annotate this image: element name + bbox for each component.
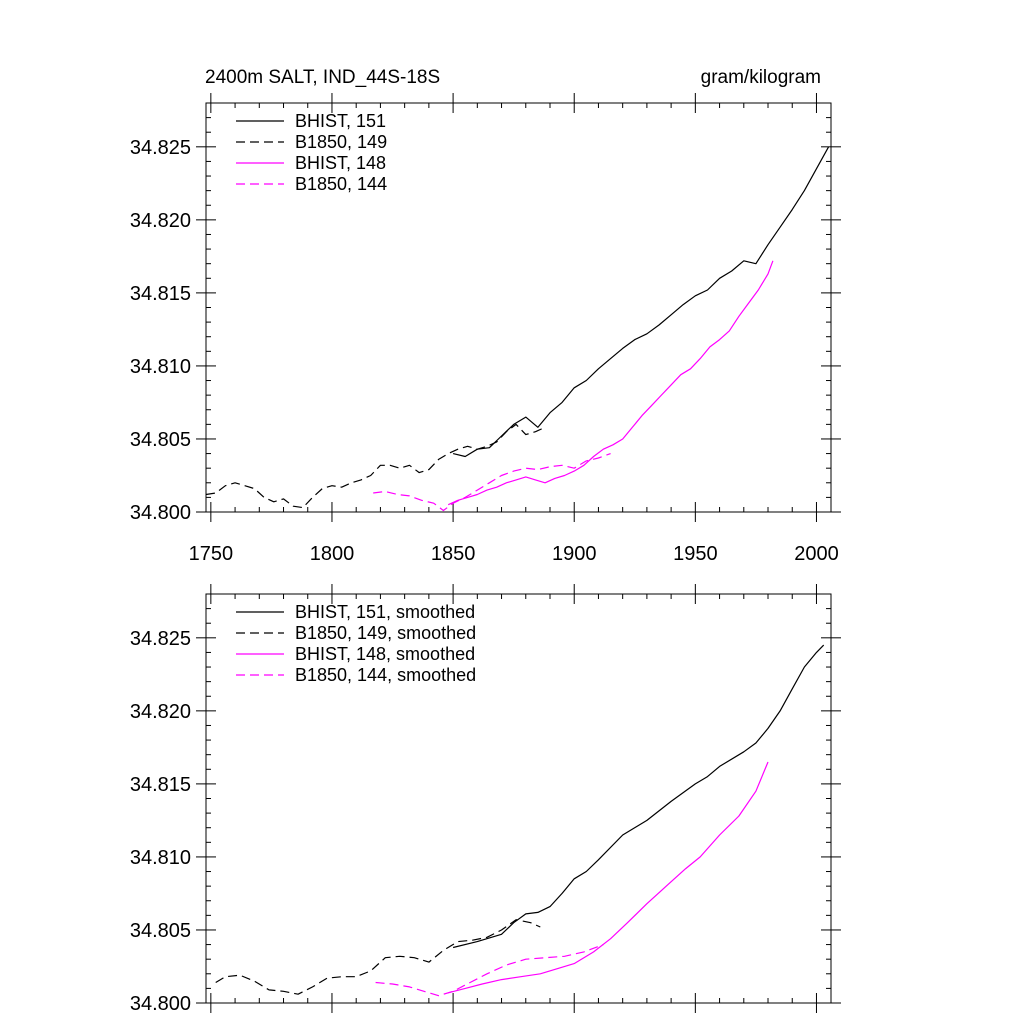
x-tick-label: 1750	[189, 543, 234, 565]
y-tick-label: 34.810	[130, 847, 191, 869]
x-tick-label: 1900	[552, 543, 597, 565]
legend-label: BHIST, 148, smoothed	[295, 644, 475, 664]
legend-label: B1850, 149	[295, 132, 387, 152]
y-tick-label: 34.825	[130, 137, 191, 159]
series-line-bhist-151	[452, 146, 830, 458]
y-tick-label: 34.825	[130, 628, 191, 650]
legend-label: B1850, 144	[295, 174, 387, 194]
series-line-b1850-149-smoothed	[215, 919, 541, 995]
y-tick-label: 34.820	[130, 210, 191, 232]
legend-label: BHIST, 148	[295, 153, 386, 173]
legend-label: BHIST, 151, smoothed	[295, 602, 475, 622]
y-tick-label: 34.810	[130, 356, 191, 378]
chart-title: 2400m SALT, IND_44S-18S	[205, 67, 440, 88]
units-label: gram/kilogram	[701, 67, 821, 88]
x-tick-label: 2000	[794, 543, 839, 565]
legend-label: BHIST, 151	[295, 111, 386, 131]
y-tick-label: 34.800	[130, 502, 191, 524]
series-line-b1850-144	[373, 453, 611, 512]
series-line-bhist-148	[447, 260, 774, 506]
y-tick-label: 34.800	[130, 993, 191, 1015]
x-tick-label: 1850	[431, 543, 476, 565]
y-tick-label: 34.815	[130, 283, 191, 305]
series-line-b1850-149	[205, 423, 546, 509]
series-line-bhist-148-smoothed	[448, 761, 769, 994]
bottom-panel: 34.800 34.805 34.810 34.815 34.820 34.825 BHIS…	[130, 584, 841, 1015]
x-tick-label: 1950	[673, 543, 718, 565]
y-tick-label: 34.805	[130, 920, 191, 942]
series-line-bhist-151-smoothed	[452, 644, 825, 949]
y-tick-label: 34.820	[130, 701, 191, 723]
y-tick-label: 34.805	[130, 429, 191, 451]
y-tick-label: 34.815	[130, 774, 191, 796]
top-panel: 2400m SALT, IND_44S-18S gram/kilogram 34…	[130, 67, 841, 565]
legend-label: B1850, 149, smoothed	[295, 623, 476, 643]
series-line-b1850-144-smoothed	[375, 944, 604, 997]
legend-label: B1850, 144, smoothed	[295, 665, 476, 685]
x-tick-label: 1800	[310, 543, 355, 565]
